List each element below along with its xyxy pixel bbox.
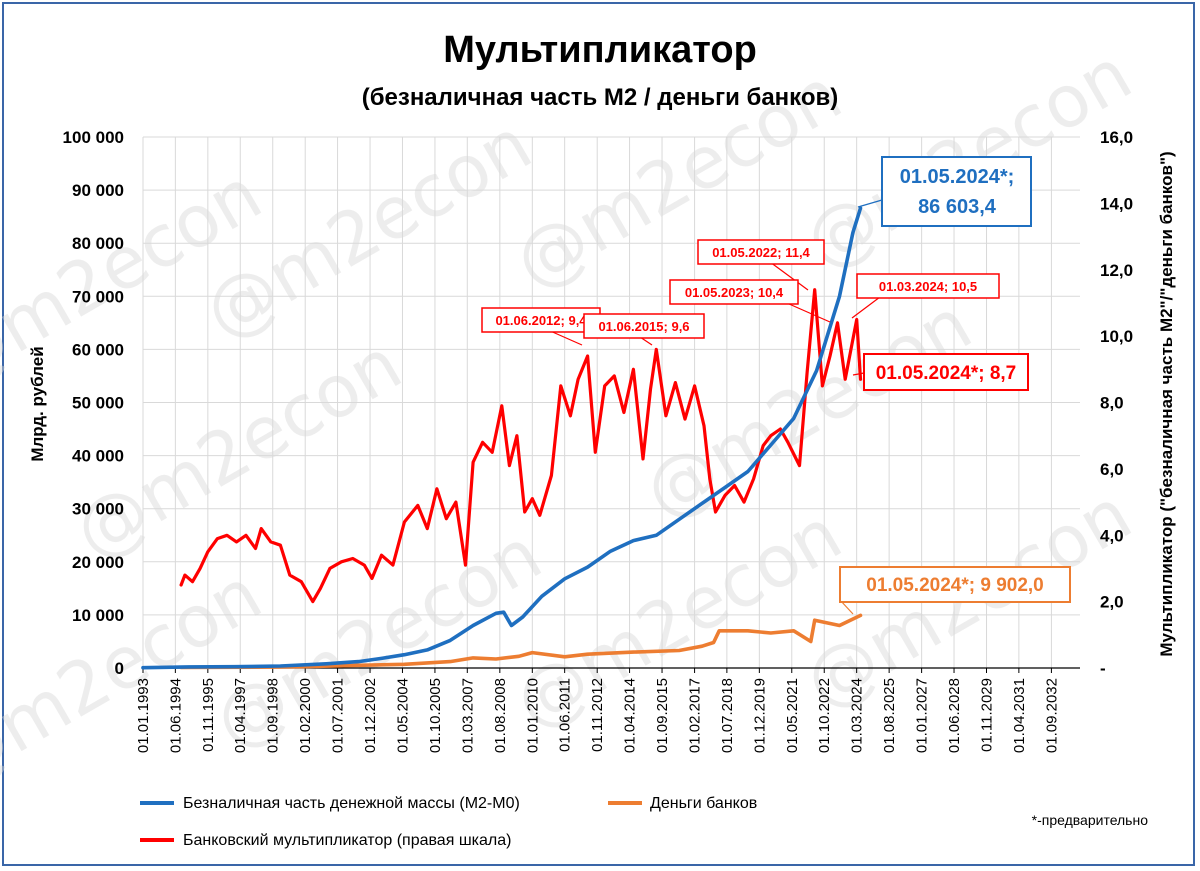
annotation-label: 01.05.2024*; [900, 166, 1015, 188]
y-axis-right: - 2,0 4,0 6,0 8,0 10,0 12,0 14,0 16,0 [1100, 128, 1133, 678]
y-tick-label: 90 000 [72, 181, 124, 200]
x-tick-label: 01.11.2029 [979, 678, 996, 752]
y-tick-label: 30 000 [72, 500, 124, 519]
y-tick-label: 0 [115, 659, 124, 678]
annotation-label: 01.05.2022; 11,4 [712, 245, 810, 260]
x-tick-label: 01.09.1998 [265, 678, 282, 753]
x-tick-label: 01.05.2021 [784, 678, 801, 753]
x-tick-label: 01.11.1995 [200, 678, 217, 752]
y2-tick-label: 12,0 [1100, 261, 1133, 280]
annotation-box [669, 279, 799, 305]
series-line-multiplier [179, 288, 863, 604]
x-tick-label: 01.09.2032 [1043, 678, 1060, 753]
x-axis: 01.01.1993 01.06.1994 01.11.1995 01.04.1997… [135, 667, 1080, 753]
x-tick-label: 01.12.2019 [751, 678, 768, 753]
x-tick-label: 01.06.1994 [167, 678, 184, 753]
x-tick-label: 01.08.2025 [881, 678, 898, 753]
chart-subtitle: (безналичная часть М2 / деньги банков) [362, 84, 839, 111]
series-line-bank-money [179, 613, 863, 670]
y-tick-label: 80 000 [72, 234, 124, 253]
x-tick-label: 01.02.2000 [297, 678, 314, 753]
annotation-layer: 01.06.2012; 9,4 01.06.2015; 9,6 01.05.2022… [481, 156, 1071, 615]
annotation-leader [851, 296, 881, 319]
y-axis-label: Млрд. рублей [28, 346, 47, 461]
x-tick-label: 01.05.2004 [394, 678, 411, 753]
annotation-leader [852, 372, 865, 376]
chart-title: Мультипликатор [443, 29, 757, 71]
annotation-label: 01.06.2015; 9,6 [598, 319, 689, 334]
annotation-label: 01.06.2012; 9,4 [495, 313, 587, 328]
y2-tick-label: 10,0 [1100, 327, 1133, 346]
y-axis-left: 0 10 000 20 000 30 000 40 000 50 000 60 000 70 … [63, 128, 124, 678]
y2-tick-label: 2,0 [1100, 593, 1124, 612]
y-tick-label: 70 000 [72, 287, 124, 306]
legend: Безналичная часть денежной массы (М2-М0)… [140, 795, 757, 849]
annotation-box [856, 273, 1000, 299]
x-tick-label: 01.10.2005 [427, 678, 444, 753]
y-tick-label: 60 000 [72, 340, 124, 359]
footnote: *-предварительно [1032, 812, 1149, 828]
x-tick-label: 01.01.2010 [524, 678, 541, 753]
y2-tick-label: - [1100, 659, 1106, 678]
annotation-box [881, 156, 1032, 227]
y-tick-label: 10 000 [72, 606, 124, 625]
x-tick-label: 01.01.1993 [135, 678, 152, 753]
annotation-leader [857, 199, 883, 208]
y-tick-label: 100 000 [63, 128, 124, 147]
annotation-box [863, 353, 1029, 391]
x-tick-label: 01.10.2022 [816, 678, 833, 753]
annotation-label: 86 603,4 [918, 196, 997, 218]
x-tick-label: 01.07.2018 [719, 678, 736, 753]
annotation-box [697, 239, 825, 265]
x-tick-label: 01.03.2024 [849, 678, 866, 753]
y2-tick-label: 14,0 [1100, 194, 1133, 213]
series-line-m2 [141, 206, 863, 670]
annotation-box [481, 307, 601, 333]
x-tick-label: 01.12.2002 [362, 678, 379, 753]
y2-axis-label: Мультипликатор ("безналичная часть М2"/"… [1157, 151, 1176, 656]
x-tick-label: 01.06.2011 [557, 678, 574, 752]
y-tick-label: 20 000 [72, 553, 124, 572]
legend-item-bank-money-label: Деньги банков [650, 795, 757, 812]
x-tick-label: 01.01.2027 [914, 678, 931, 753]
annotation-box [583, 313, 705, 339]
x-tick-label: 01.09.2015 [654, 678, 671, 753]
x-tick-label: 01.07.2001 [330, 678, 347, 753]
x-tick-label: 01.11.2012 [589, 678, 606, 752]
y2-tick-label: 6,0 [1100, 460, 1124, 479]
series-layer [141, 206, 863, 670]
x-tick-label: 01.02.2017 [687, 678, 704, 753]
y2-tick-label: 8,0 [1100, 394, 1124, 413]
x-tick-label: 01.06.2028 [946, 678, 963, 753]
y-tick-label: 40 000 [72, 447, 124, 466]
annotation-label: 01.05.2023; 10,4 [685, 285, 784, 300]
annotation-box [839, 566, 1071, 603]
y2-tick-label: 16,0 [1100, 128, 1133, 147]
y-tick-label: 50 000 [72, 394, 124, 413]
annotation-leader [769, 261, 809, 291]
x-tick-label: 01.08.2008 [492, 678, 509, 753]
legend-item-multiplier-label: Банковский мультипликатор (правая шкала) [183, 832, 511, 849]
y2-tick-label: 4,0 [1100, 526, 1124, 545]
x-tick-label: 01.04.1997 [232, 678, 249, 753]
x-tick-label: 01.04.2014 [622, 678, 639, 753]
annotation-label: 01.03.2024; 10,5 [879, 279, 977, 294]
annotation-label: 01.05.2024*; 8,7 [876, 363, 1017, 384]
annotation-label: 01.05.2024*; 9 902,0 [866, 575, 1044, 596]
legend-item-m2-label: Безналичная часть денежной массы (М2-М0) [183, 795, 520, 812]
x-tick-label: 01.03.2007 [459, 678, 476, 753]
x-tick-label: 01.04.2031 [1011, 678, 1028, 753]
